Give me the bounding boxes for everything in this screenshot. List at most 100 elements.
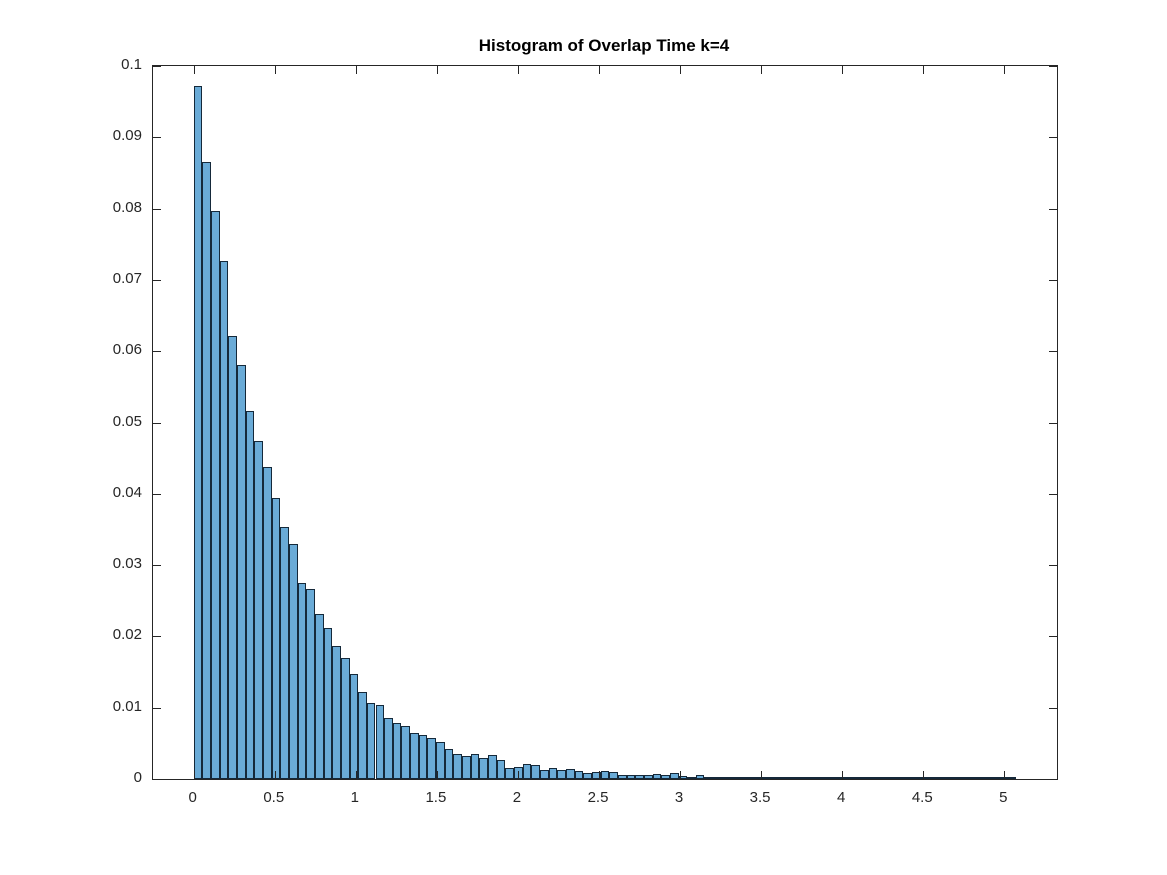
histogram-bar bbox=[462, 756, 471, 779]
histogram-bar bbox=[358, 692, 367, 779]
x-axis-tick-bottom bbox=[274, 771, 276, 779]
histogram-bar bbox=[990, 777, 999, 779]
x-axis-tick-top bbox=[761, 66, 763, 74]
histogram-bar bbox=[280, 527, 289, 779]
histogram-bar bbox=[894, 777, 904, 779]
histogram-bar bbox=[998, 777, 1008, 779]
plot-area bbox=[152, 65, 1058, 780]
y-axis-tick-right bbox=[1049, 565, 1057, 567]
histogram-bar bbox=[799, 777, 809, 779]
x-axis-tick-top bbox=[680, 66, 682, 74]
histogram-bar bbox=[877, 777, 887, 779]
histogram-bar bbox=[401, 726, 411, 779]
histogram-bar bbox=[392, 723, 402, 779]
y-axis-tick-right bbox=[1049, 707, 1057, 709]
x-axis-tick-bottom bbox=[761, 771, 763, 779]
histogram-bar bbox=[539, 769, 549, 779]
histogram-bar bbox=[323, 627, 333, 779]
histogram-bar bbox=[306, 589, 315, 779]
y-tick-label: 0.08 bbox=[112, 198, 142, 216]
x-tick-label: 0 bbox=[188, 789, 197, 806]
histogram-bar bbox=[375, 704, 385, 779]
histogram-bar bbox=[704, 776, 714, 779]
x-axis-tick-top bbox=[517, 66, 519, 74]
y-axis-tick-right bbox=[1049, 779, 1057, 780]
histogram-bar bbox=[938, 777, 947, 779]
y-axis-tick-right bbox=[1049, 66, 1057, 67]
x-axis-tick-bottom bbox=[1004, 771, 1006, 779]
histogram-bar bbox=[609, 771, 618, 779]
histogram-bar bbox=[574, 771, 584, 779]
histogram-bar bbox=[929, 777, 939, 779]
y-axis-tick-left bbox=[153, 779, 161, 780]
histogram-bar bbox=[557, 770, 566, 779]
y-axis-tick-right bbox=[1049, 636, 1057, 638]
x-axis-tick-bottom bbox=[923, 771, 925, 779]
histogram-bar bbox=[868, 777, 878, 779]
histogram-bar bbox=[193, 85, 203, 779]
y-axis-tick-right bbox=[1049, 137, 1057, 139]
histogram-bar bbox=[669, 773, 679, 779]
histogram-bar bbox=[860, 777, 869, 779]
histogram-bar bbox=[522, 764, 532, 779]
histogram-bar bbox=[695, 775, 705, 779]
y-tick-label: 0.04 bbox=[112, 483, 142, 501]
histogram-bar bbox=[730, 776, 740, 779]
x-tick-label: 3.5 bbox=[749, 789, 771, 806]
y-axis-tick-right bbox=[1049, 351, 1057, 353]
histogram-bar bbox=[202, 162, 211, 779]
x-tick-label: 0.5 bbox=[263, 789, 285, 806]
y-tick-label: 0.06 bbox=[112, 341, 142, 359]
histogram-bar bbox=[600, 771, 610, 779]
y-tick-label: 0.01 bbox=[112, 697, 142, 715]
histogram-bar bbox=[591, 771, 601, 779]
x-axis-tick-bottom bbox=[193, 771, 195, 779]
histogram-bar bbox=[384, 717, 393, 779]
x-axis-tick-top bbox=[842, 66, 844, 74]
x-axis-tick-bottom bbox=[680, 771, 682, 779]
x-tick-label: 2.5 bbox=[587, 789, 609, 806]
histogram-bar bbox=[453, 754, 463, 779]
histogram-bar bbox=[271, 498, 281, 779]
histogram-bar bbox=[678, 776, 688, 779]
histogram-bar bbox=[349, 674, 359, 779]
histogram-bar bbox=[661, 774, 670, 779]
x-axis-tick-bottom bbox=[436, 771, 438, 779]
histogram-bar bbox=[817, 777, 826, 779]
histogram-bar bbox=[808, 777, 818, 779]
y-axis-tick-right bbox=[1049, 208, 1057, 210]
histogram-bar bbox=[747, 777, 757, 779]
histogram-bar bbox=[687, 776, 696, 779]
x-tick-label: 5 bbox=[999, 789, 1008, 806]
histogram-bar bbox=[245, 411, 255, 779]
histogram-bar bbox=[444, 749, 454, 779]
histogram-bar bbox=[288, 543, 298, 779]
histogram-bar bbox=[366, 703, 376, 779]
histogram-bar bbox=[886, 777, 895, 779]
x-axis-tick-top bbox=[923, 66, 925, 74]
histogram-bar bbox=[851, 777, 861, 779]
histogram-bar bbox=[340, 657, 350, 779]
y-tick-label: 0.03 bbox=[112, 555, 142, 573]
histogram-bar bbox=[955, 777, 965, 779]
x-axis-tick-bottom bbox=[355, 771, 357, 779]
y-axis-tick-left bbox=[153, 636, 161, 638]
histogram-bar bbox=[505, 767, 515, 779]
histogram-bar bbox=[721, 777, 731, 779]
histogram-bar bbox=[496, 760, 506, 779]
histogram-bar bbox=[314, 614, 324, 779]
histogram-bar bbox=[964, 777, 973, 779]
histogram-bar bbox=[773, 777, 783, 779]
chart-title: Histogram of Overlap Time k=4 bbox=[478, 36, 730, 55]
histogram-bar bbox=[488, 754, 497, 779]
x-axis-tick-top bbox=[436, 66, 438, 74]
y-axis-tick-left bbox=[153, 351, 161, 353]
x-axis-tick-top bbox=[1004, 66, 1006, 74]
histogram-bar bbox=[713, 777, 722, 779]
histogram-bar bbox=[262, 467, 272, 779]
histogram-bar bbox=[652, 774, 662, 779]
x-axis-tick-top bbox=[599, 66, 600, 74]
histogram-bar bbox=[843, 777, 852, 779]
histogram-bar bbox=[211, 210, 220, 779]
